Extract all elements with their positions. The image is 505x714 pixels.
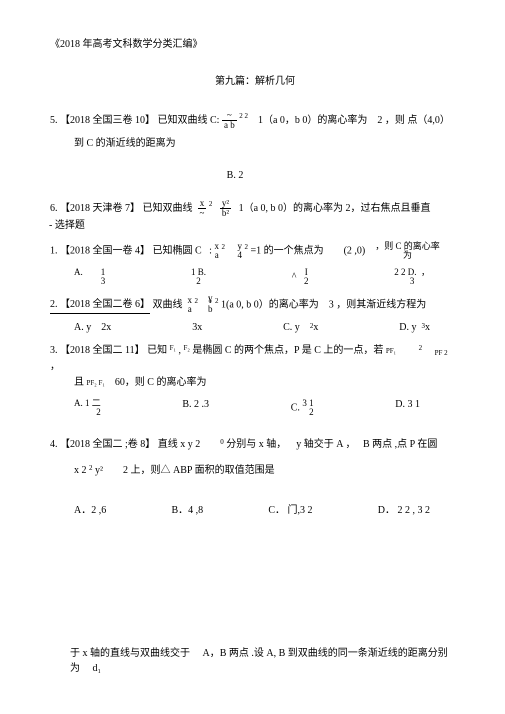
question-4: 4. 【2018 全国二 ;卷 8】 直线 x y 2 0 分别与 x 轴， y… (50, 437, 460, 479)
q4-options: A．2 ,6 B．4 ,8 C． 门,3 2 D． 2 2 , 3 2 (50, 501, 460, 516)
q3-tag: 【2018 全国二 11】 (60, 345, 145, 356)
q6-text2: 1（a 0, b 0）的离心率为 2，过右焦点且垂直 (239, 203, 431, 214)
q4-text4: B 两点 ,点 P 在圆 (363, 439, 437, 450)
q5-line2: 到 C 的渐近线的距离为 (50, 136, 460, 152)
q2-val: 3 (329, 299, 334, 310)
q4-text3: y 轴交于 A ， (296, 439, 355, 450)
q6-num: 6. (50, 203, 58, 214)
q1-colon: : (209, 245, 212, 256)
q3-num: 3. (50, 345, 58, 356)
q2-underline: 2. 【2018 全国二卷 6】 (50, 297, 150, 314)
q6-s2a: 2 (209, 200, 213, 208)
q3-optD: D. 3 1 (395, 399, 420, 417)
q3-optC: C. 3 1 2 (291, 399, 314, 417)
question-5: 5. 【2018 全国三卷 10】 已知双曲线 C: ~ a b 2 2 1（a… (50, 111, 460, 152)
q4-tag: 【2018 全国二 ;卷 8】 (60, 439, 155, 450)
q2-optD: D. y 3x (399, 322, 430, 333)
q1-focus: (2 ,0) (344, 245, 366, 256)
question-1: 1. 【2018 全国一卷 4】 已知椭圆 C : x a 2 y 4 2 =1… (50, 242, 460, 260)
footer-text: 于 x 轴的直线与双曲线交于 A，B 两点 .设 A, B 到双曲线的同一条渐近… (70, 644, 460, 674)
q4-optC: C． 门,3 2 (268, 501, 312, 516)
question-3: 3. 【2018 全国二 11】 已知 F₁ , F₂ 是椭圆 C 的两个焦点，… (50, 343, 460, 391)
q4-line2: x 2 2 y² 2 上，则△ ABP 面积的取值范围是 (50, 463, 460, 479)
q2-optA: A. y 2x (74, 322, 111, 333)
q5-val: 2 (377, 115, 382, 126)
q2-optC: C. y 2x (283, 322, 318, 333)
q3-optA: A. 1 二 2 (74, 399, 101, 417)
q6-tag: 【2018 天津卷 7】 (60, 203, 140, 214)
q4-text2: 分别与 x 轴， (226, 439, 286, 450)
q2-frac1: x a (188, 296, 193, 314)
q3-line2: 且 PF₂ F₁ 60，则 C 的离心率为 (50, 375, 460, 391)
q6-frac2: y² b² (220, 199, 231, 218)
q5-num: 5. (50, 115, 58, 126)
q1-tag: 【2018 全国一卷 4】 (60, 245, 150, 256)
q3-text1: 已知 (147, 345, 167, 356)
q1-optD: 2 2 D. ， 3 (394, 268, 430, 286)
q1-text1: 已知椭圆 C (153, 245, 202, 256)
q5-sup: 2 2 (239, 112, 248, 120)
q5-optB: B. 2 (10, 170, 460, 181)
question-6: 6. 【2018 天津卷 7】 已知双曲线 x ~ 2 y² b² 1（a 0,… (50, 199, 460, 234)
q5-frac: ~ a b (222, 111, 237, 130)
q3-text2: 是椭圆 C 的两个焦点，P 是 C 上的一点，若 (192, 345, 383, 356)
q1-text2: =1 的一个焦点为 (250, 245, 323, 256)
q2-options: A. y 2x 3x C. y 2x D. y 3x (50, 322, 460, 333)
q6-frac1: x ~ (198, 199, 207, 218)
q5-text2: 1（a 0，b 0）的离心率为 (258, 115, 367, 126)
header: 《2018 年高考文科数学分类汇编》 (50, 35, 460, 50)
q4-num: 4. (50, 439, 58, 450)
q2-frac2: ¥ b (208, 296, 213, 314)
q2-text1: 双曲线 (153, 299, 183, 310)
q5-text1: 已知双曲线 C: (158, 115, 220, 126)
q1-supy: 2 (244, 243, 248, 251)
q4-optB: B．4 ,8 (171, 501, 203, 516)
q1-num: 1. (50, 245, 58, 256)
q4-optA: A．2 ,6 (74, 501, 106, 516)
q2-text2: 1(a 0, b 0）的离心率为 (221, 299, 319, 310)
q2-text3: ，则其渐近线方程为 (336, 299, 426, 310)
q1-supx: 2 (221, 243, 225, 251)
q2-optB: 3x (192, 322, 202, 333)
q5-text3: ，则 点（4,0） (385, 115, 450, 126)
question-2: 2. 【2018 全国二卷 6】 双曲线 x a 2 ¥ b 2 1(a 0, … (50, 296, 460, 314)
q1-optC: ^ I 2 (292, 268, 309, 286)
q6-text1: 已知双曲线 (143, 203, 193, 214)
q1-optB: 1 B. 2 (191, 268, 206, 286)
q3-options: A. 1 二 2 B. 2 .3 C. 3 1 2 D. 3 1 (50, 399, 460, 417)
q5-tag: 【2018 全国三卷 10】 (60, 115, 155, 126)
chapter-title: 第九篇：解析几何 (50, 72, 460, 87)
q1-frac2: y 4 (237, 242, 242, 260)
q1-frac1: x a (214, 242, 219, 260)
q4-text1: 直线 x y 2 (158, 439, 201, 450)
q1-options: A. 1 3 1 B. 2 ^ I 2 2 2 D. ， 3 (50, 268, 460, 286)
q3-optB: B. 2 .3 (182, 399, 209, 417)
q6-note: - 选择题 (25, 218, 460, 234)
q4-optD: D． 2 2 , 3 2 (378, 501, 430, 516)
q1-optA: A. 1 3 (74, 268, 105, 286)
